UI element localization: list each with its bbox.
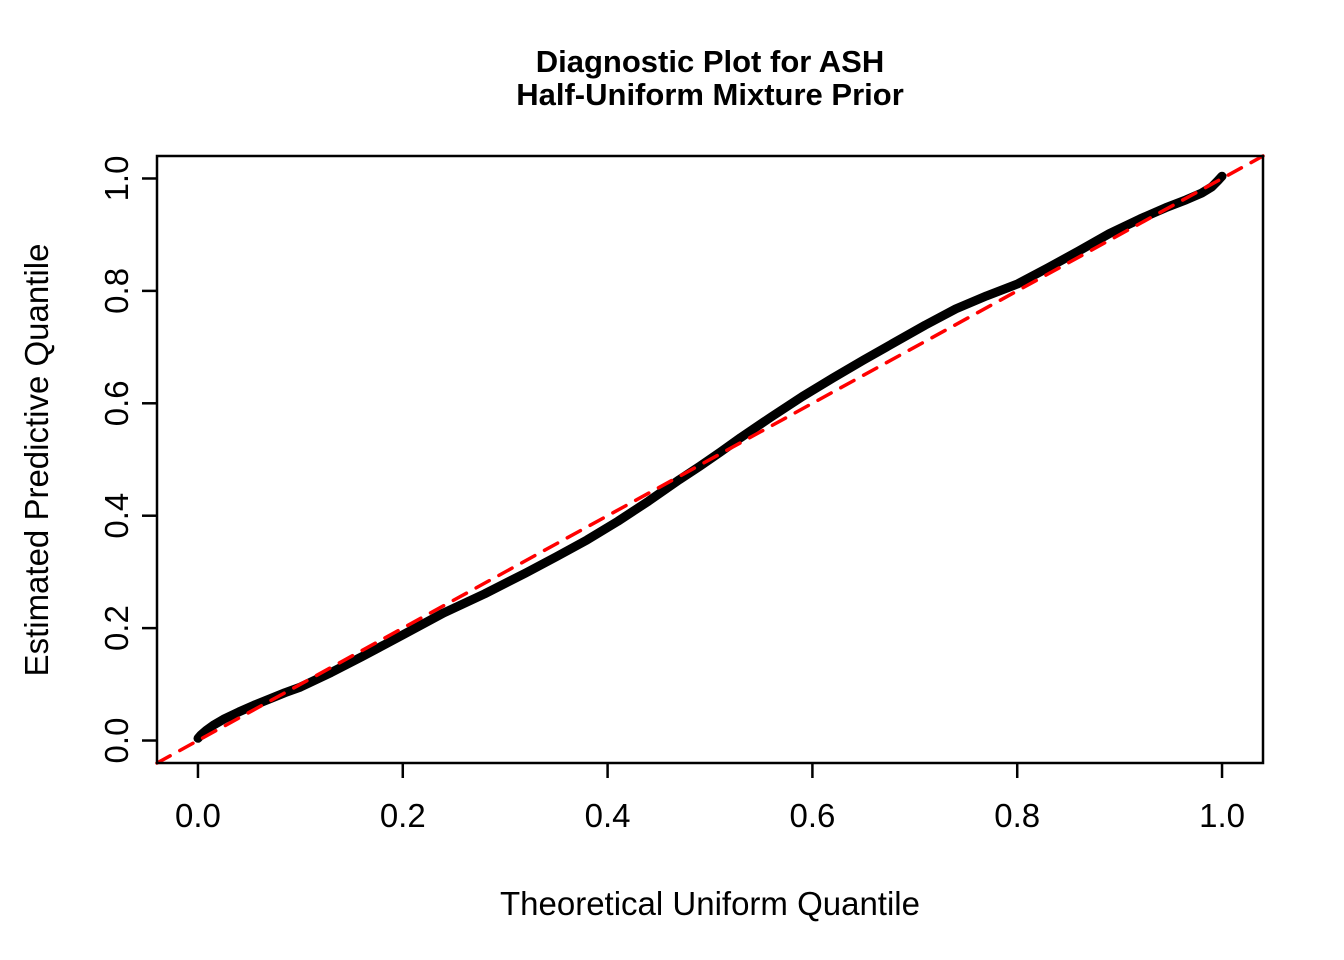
y-axis-ticks: 0.0 0.2 0.4 0.6 0.8 1.0 — [98, 156, 157, 764]
y-axis-tick-label: 0.0 — [98, 718, 135, 764]
identity-reference-line — [155, 154, 1265, 765]
y-axis-tick-label: 0.2 — [98, 605, 135, 651]
x-axis-tick-label: 0.2 — [380, 797, 426, 834]
chart-title-line1: Diagnostic Plot for ASH — [536, 44, 884, 79]
x-axis-ticks: 0.0 0.2 0.4 0.6 0.8 1.0 — [175, 763, 1245, 834]
estimated-predictive-quantile-curve — [193, 171, 1227, 743]
x-axis-tick-label: 0.8 — [994, 797, 1040, 834]
x-axis-tick-label: 0.0 — [175, 797, 221, 834]
x-axis-title: Theoretical Uniform Quantile — [500, 885, 920, 922]
x-axis-tick-label: 0.6 — [789, 797, 835, 834]
y-axis-tick-label: 0.6 — [98, 380, 135, 426]
x-axis-tick-label: 1.0 — [1199, 797, 1245, 834]
y-axis-tick-label: 1.0 — [98, 156, 135, 202]
y-axis-tick-label: 0.8 — [98, 268, 135, 314]
chart-title-line2: Half-Uniform Mixture Prior — [516, 77, 904, 112]
y-axis-tick-label: 0.4 — [98, 493, 135, 539]
y-axis-title: Estimated Predictive Quantile — [18, 244, 55, 677]
x-axis-tick-label: 0.4 — [585, 797, 631, 834]
plot-box — [155, 154, 1265, 765]
series-layer — [155, 154, 1265, 765]
